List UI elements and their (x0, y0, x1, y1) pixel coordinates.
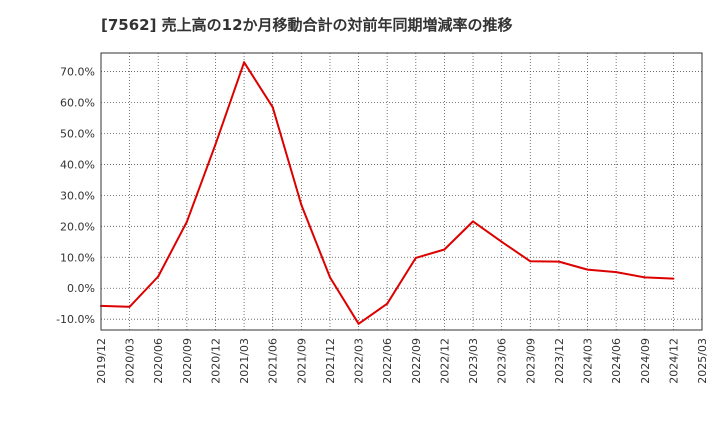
data-point (443, 248, 446, 251)
data-point (157, 275, 160, 278)
x-tick-label: 2024/09 (639, 338, 652, 384)
y-tick-label: -10.0% (56, 313, 95, 326)
data-point (643, 276, 646, 279)
y-tick-label: 60.0% (60, 97, 95, 110)
x-tick-label: 2023/09 (524, 338, 537, 384)
data-point (615, 271, 618, 274)
y-tick-label: 50.0% (60, 127, 95, 140)
data-point (529, 260, 532, 263)
x-tick-label: 2022/06 (381, 338, 394, 384)
y-axis: 70.0% 60.0% 50.0% 40.0% 30.0% 20.0% 10.0% 0.0% -… (56, 66, 95, 327)
x-tick-label: 2020/03 (124, 338, 137, 384)
data-point (328, 276, 331, 279)
x-tick-label: 2020/06 (152, 338, 165, 384)
data-point (300, 203, 303, 206)
data-point (386, 302, 389, 305)
x-tick-label: 2022/09 (410, 338, 423, 384)
x-tick-label: 2020/12 (209, 338, 222, 384)
data-point (557, 260, 560, 263)
data-point (271, 106, 274, 109)
x-tick-label: 2023/12 (553, 338, 566, 384)
y-tick-label: 10.0% (60, 251, 95, 264)
x-tick-label: 2021/09 (295, 338, 308, 384)
x-axis: 2019/12 2020/03 2020/06 2020/09 2020/12 2021/… (95, 338, 709, 384)
x-tick-label: 2021/12 (324, 338, 337, 384)
x-tick-label: 2019/12 (95, 338, 108, 384)
x-tick-label: 2023/03 (467, 338, 480, 384)
x-tick-label: 2021/03 (238, 338, 251, 384)
data-point (185, 220, 188, 223)
y-tick-label: 20.0% (60, 220, 95, 233)
x-tick-label: 2024/03 (582, 338, 595, 384)
x-tick-label: 2022/12 (438, 338, 451, 384)
chart-title: [7562] 売上高の12か月移動合計の対前年同期増減率の推移 (101, 16, 513, 34)
x-tick-label: 2025/03 (696, 338, 709, 384)
y-tick-label: 40.0% (60, 158, 95, 171)
data-point (414, 256, 417, 259)
x-tick-label: 2024/12 (667, 338, 680, 384)
data-point (243, 61, 246, 64)
x-tick-label: 2021/06 (267, 338, 280, 384)
data-point (586, 268, 589, 271)
y-tick-label: 0.0% (67, 282, 95, 295)
plot-frame (100, 52, 703, 331)
data-point (500, 240, 503, 243)
y-tick-label: 70.0% (60, 66, 95, 79)
x-tick-label: 2022/03 (353, 338, 366, 384)
grid-lines (101, 53, 702, 330)
data-point (672, 277, 675, 280)
series-layer (100, 61, 675, 325)
data-point (128, 305, 131, 308)
x-tick-label: 2020/09 (181, 338, 194, 384)
x-tick-label: 2024/06 (610, 338, 623, 384)
data-point (472, 220, 475, 223)
data-point (357, 322, 360, 325)
y-tick-label: 30.0% (60, 189, 95, 202)
data-point (214, 143, 217, 146)
x-tick-label: 2023/06 (496, 338, 509, 384)
